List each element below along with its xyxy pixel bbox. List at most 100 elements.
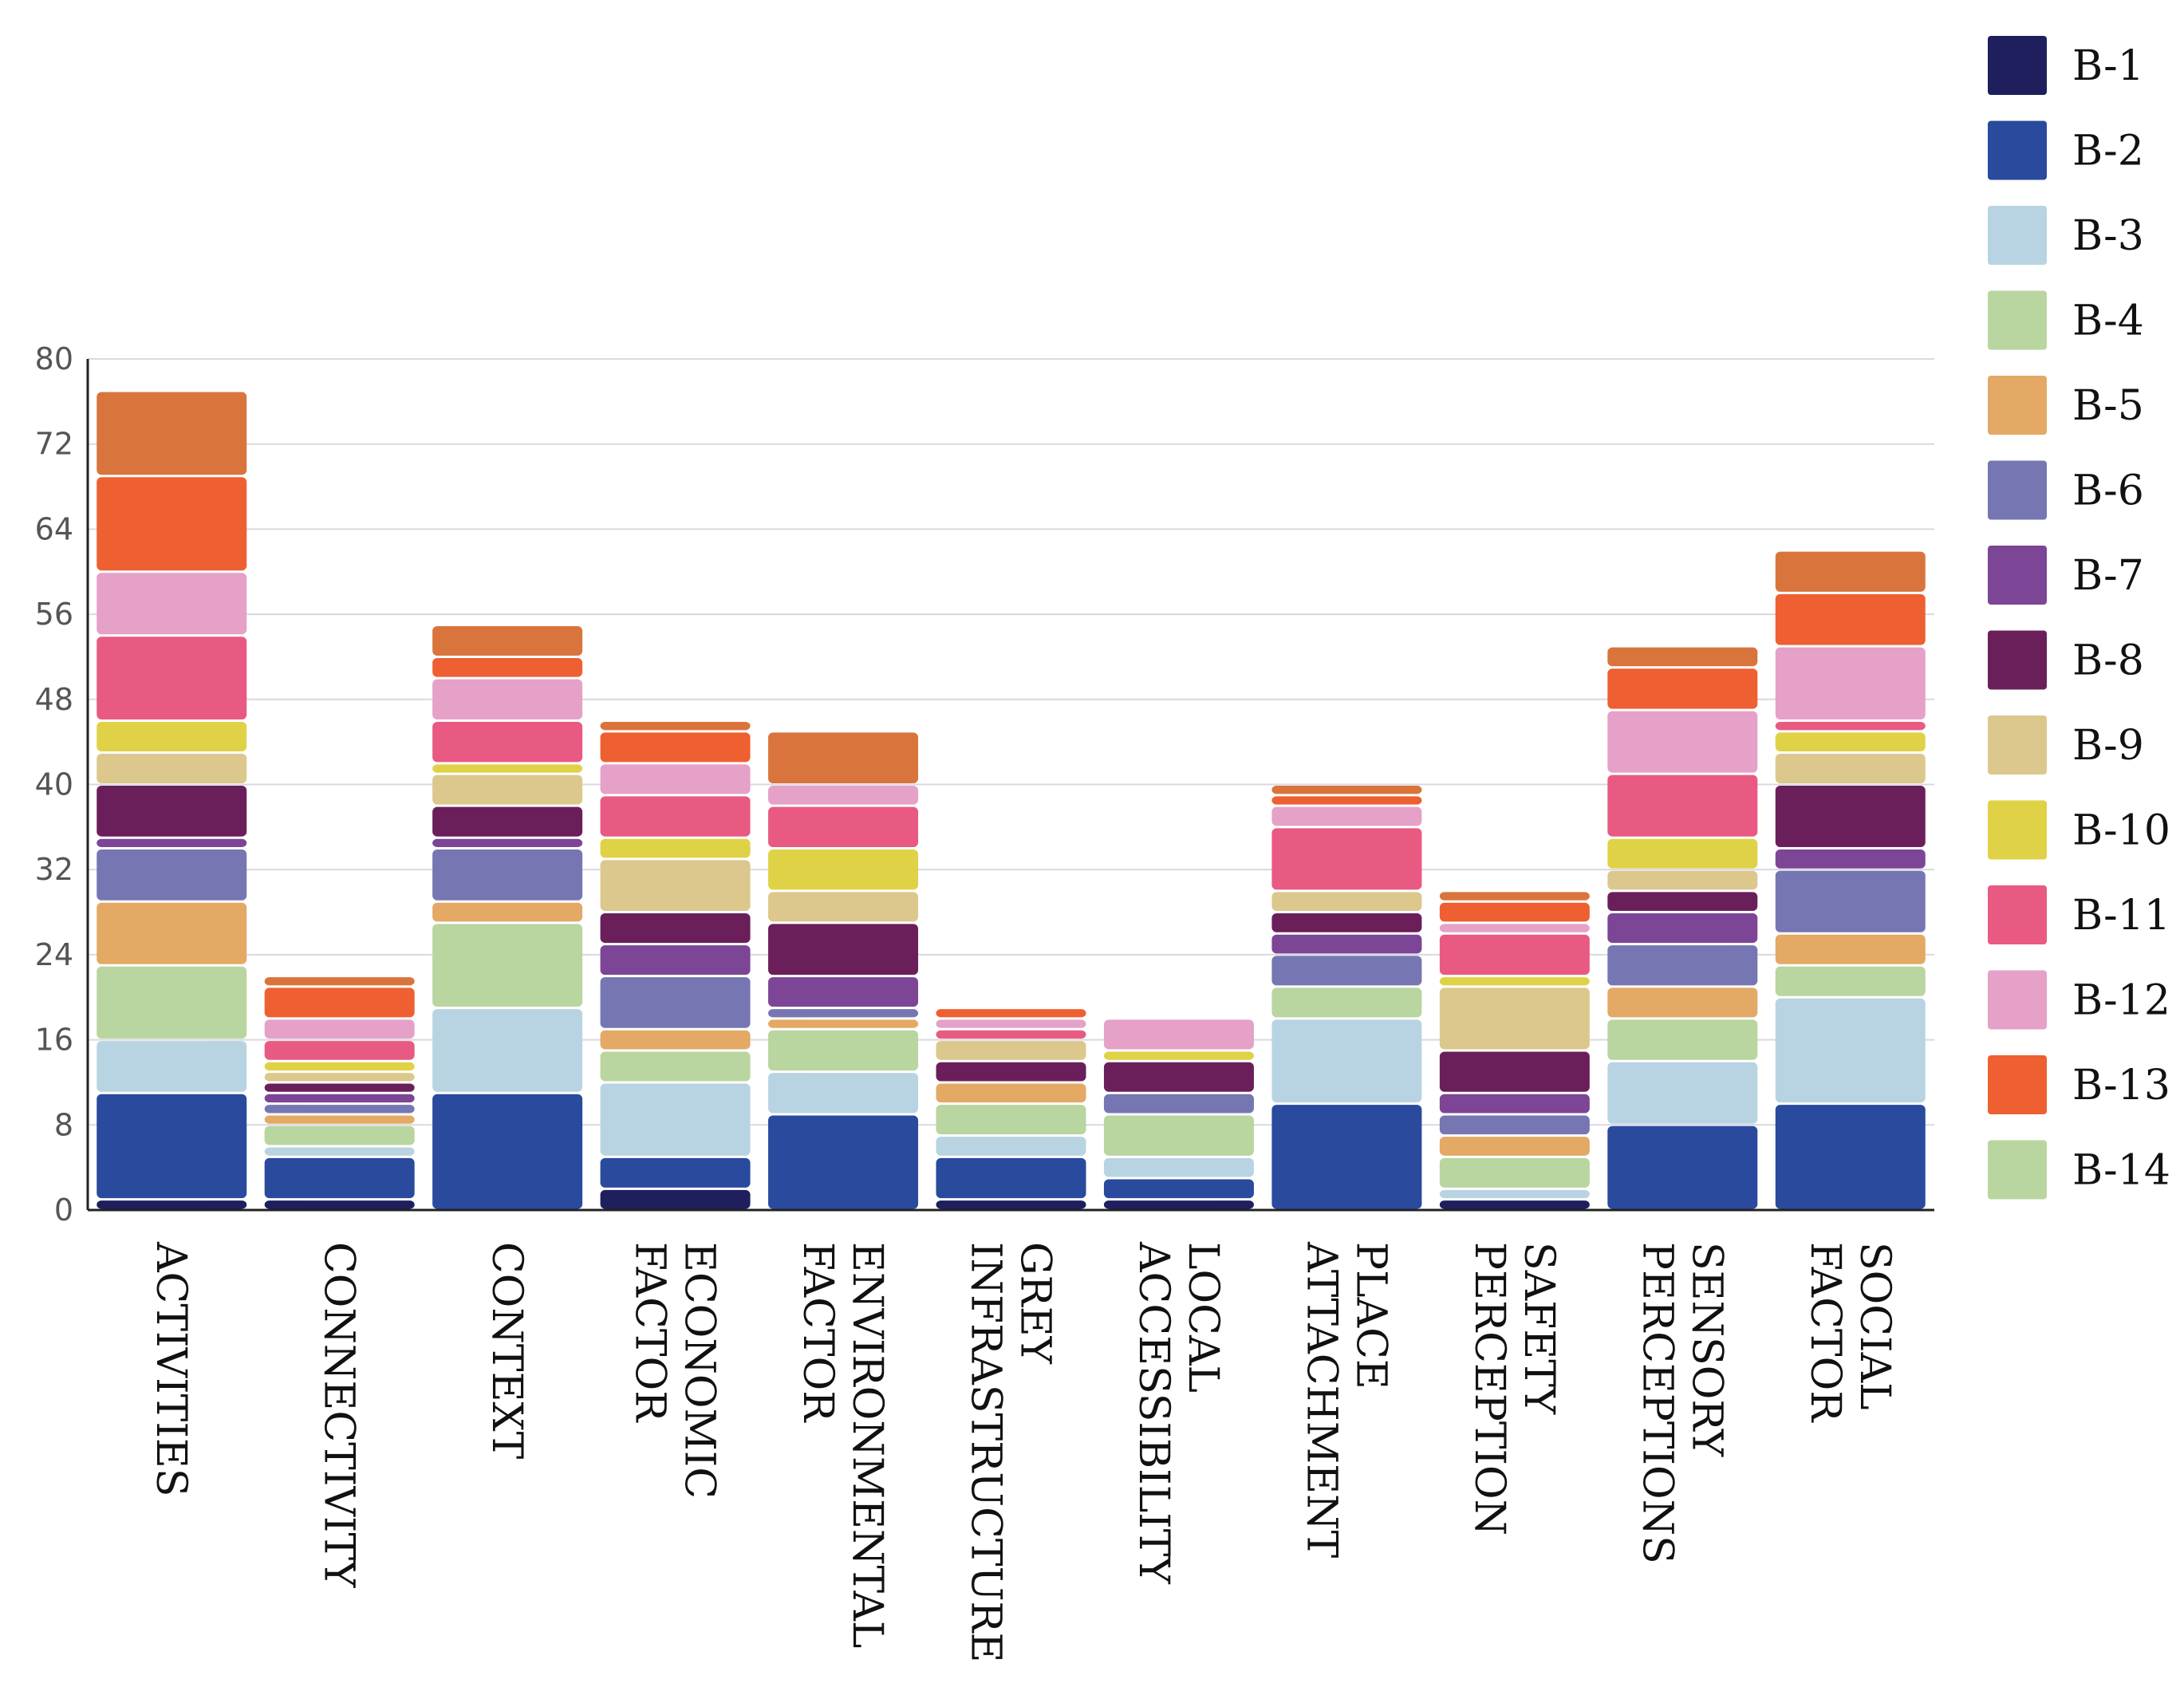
bar-stack — [936, 1009, 1086, 1209]
bar-segment — [264, 1062, 415, 1071]
bar-segment — [600, 838, 751, 858]
bar-segment — [1439, 1137, 1590, 1156]
legend-swatch — [1988, 715, 2047, 775]
legend-swatch — [1988, 460, 2047, 520]
legend-swatch — [1988, 970, 2047, 1030]
bar-segment — [936, 1019, 1086, 1028]
bar-stack — [1271, 786, 1422, 1209]
legend-swatch — [1988, 206, 2047, 265]
bar-segment — [1775, 998, 1926, 1103]
x-category-label: PLACE — [1346, 1242, 1394, 1389]
bar-segment — [936, 1137, 1086, 1156]
legend-label: B-4 — [2072, 298, 2144, 345]
bar-segment — [1439, 934, 1590, 976]
bar-segment — [1103, 1157, 1254, 1177]
legend-item: B-3 — [1988, 206, 2144, 265]
bar-segment — [97, 966, 247, 1039]
x-category-label: ATTACHMENT — [1297, 1241, 1345, 1559]
x-category-label: CONTEXT — [483, 1242, 530, 1460]
legend-swatch — [1988, 885, 2047, 944]
bar-segment — [1607, 647, 1758, 667]
bar-segment — [1271, 892, 1422, 912]
bar-segment — [1607, 668, 1758, 709]
y-tick-label: 64 — [35, 511, 73, 546]
legend-label: B-3 — [2072, 212, 2144, 260]
bar-segment — [97, 721, 247, 751]
bar-segment — [1775, 934, 1926, 964]
bar-segment — [1439, 1115, 1590, 1135]
bar-segment — [1607, 838, 1758, 869]
bar-segment — [1607, 1125, 1758, 1209]
bar-segment — [1775, 753, 1926, 783]
x-category-label: SENSORY — [1682, 1242, 1730, 1457]
bar-segment — [97, 1200, 247, 1209]
bar-stack — [1103, 1019, 1254, 1209]
bar-segment — [432, 657, 583, 677]
legend-label: B-12 — [2072, 977, 2170, 1025]
bar-segment — [97, 786, 247, 837]
bar-segment — [1103, 1019, 1254, 1050]
legend-swatch — [1988, 800, 2047, 860]
x-category-label: SOCIAL — [1851, 1242, 1898, 1410]
bar-segment — [264, 1041, 415, 1060]
bar-segment — [936, 1041, 1086, 1060]
bar-segment — [768, 892, 919, 922]
bar-segment — [97, 753, 247, 783]
legend-label: B-14 — [2072, 1147, 2170, 1195]
bar-segment — [432, 721, 583, 763]
legend-item: B-4 — [1988, 290, 2144, 350]
legend-item: B-8 — [1988, 630, 2144, 690]
legend-label: B-10 — [2072, 807, 2170, 855]
bar-segment — [97, 477, 247, 571]
y-tick-label: 56 — [35, 597, 73, 632]
bar-segment — [264, 1083, 415, 1092]
bar-segment — [600, 1051, 751, 1082]
bar-segment — [936, 1157, 1086, 1199]
bar-segment — [1607, 1062, 1758, 1124]
x-category-label: PERCEPTIONS — [1633, 1242, 1681, 1564]
bar-segment — [1439, 977, 1590, 986]
x-axis-labels: ACTIVITIES CONNECTIVITY CONTEXT ECONOMICFAC… — [147, 1241, 1898, 1663]
bar-segment — [1103, 1062, 1254, 1092]
legend-item: B-6 — [1988, 460, 2144, 520]
bar-segment — [600, 1189, 751, 1209]
bar-stack — [1439, 892, 1590, 1209]
bar-segment — [264, 1200, 415, 1209]
bar-segment — [1271, 786, 1422, 794]
bar-segment — [97, 1094, 247, 1199]
bar-segment — [264, 1019, 415, 1039]
bar-segment — [600, 945, 751, 976]
bar-segment — [1775, 786, 1926, 848]
y-tick-label: 48 — [35, 682, 73, 717]
bar-segment — [1439, 1094, 1590, 1114]
x-category-label: LOCAL — [1179, 1242, 1227, 1393]
bar-segment — [1775, 732, 1926, 751]
bar-segment — [1271, 1019, 1422, 1103]
bar-segment — [1439, 1189, 1590, 1199]
legend-swatch — [1988, 1140, 2047, 1200]
bar-segment — [97, 392, 247, 475]
bar-segment — [1103, 1200, 1254, 1209]
bar-segment — [432, 775, 583, 805]
bar-segment — [264, 1073, 415, 1082]
legend-item: B-11 — [1988, 885, 2170, 944]
legend-swatch — [1988, 36, 2047, 95]
legend-swatch — [1988, 630, 2047, 690]
bar-segment — [97, 849, 247, 901]
bar-segment — [432, 902, 583, 922]
bar-segment — [97, 637, 247, 719]
legend-item: B-12 — [1988, 970, 2170, 1030]
bar-segment — [936, 1030, 1086, 1039]
bar-segment — [768, 1073, 919, 1114]
bar-stack — [1607, 647, 1758, 1209]
legend-item: B-9 — [1988, 715, 2144, 775]
bar-segment — [264, 987, 415, 1018]
x-category-label: ENVIRONMENTAL — [843, 1242, 891, 1648]
bar-segment — [1775, 593, 1926, 645]
bar-segment — [432, 679, 583, 719]
bar-segment — [432, 849, 583, 901]
bar-segment — [264, 1157, 415, 1199]
bar-segment — [264, 1105, 415, 1114]
bar-segment — [768, 849, 919, 890]
